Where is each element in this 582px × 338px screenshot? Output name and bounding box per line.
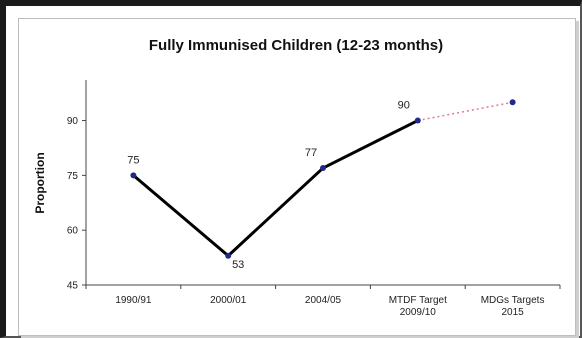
- x-tick-label: 1990/91: [115, 295, 152, 306]
- y-tick-label: 60: [67, 226, 79, 237]
- x-tick-label: 2004/05: [305, 295, 342, 306]
- y-axis-label: Proportion: [33, 152, 47, 213]
- x-tick-label-line: 2000/01: [210, 295, 247, 306]
- series-line-actual: [132, 119, 419, 258]
- x-tick-label: 2000/01: [210, 295, 247, 306]
- data-points: [130, 99, 516, 259]
- chart-title: Fully Immunised Children (12-23 months): [149, 37, 443, 54]
- data-point: [414, 117, 421, 124]
- x-tick-label-line: MDGs Targets: [481, 295, 545, 306]
- series-lines: [132, 101, 513, 258]
- data-point: [225, 252, 232, 259]
- data-label: 53: [232, 259, 244, 271]
- chart-area: [18, 18, 576, 336]
- x-tick-label: MDGs Targets 2015: [481, 295, 545, 318]
- data-point: [130, 172, 137, 179]
- data-point: [509, 99, 516, 106]
- x-tick-label-line: 2004/05: [305, 295, 342, 306]
- data-label: 77: [305, 147, 317, 159]
- data-point: [320, 165, 326, 172]
- x-tick-label-line: MTDF Target: [389, 295, 447, 306]
- x-tick-label-line: 1990/91: [115, 295, 152, 306]
- y-tick-label: 75: [67, 171, 79, 182]
- axes: 45 60 75 90 1990/91 2000/01 2004/05 MTDF Target…: [67, 80, 561, 318]
- y-tick-label: 45: [67, 281, 79, 292]
- data-labels: 75 53 77 90: [127, 100, 410, 271]
- data-label: 75: [127, 154, 139, 166]
- series-line-target: [417, 101, 513, 122]
- x-tick-label-line: 2009/10: [400, 307, 437, 318]
- data-label: 90: [398, 100, 410, 112]
- x-tick-label-line: 2015: [501, 307, 524, 318]
- y-tick-label: 90: [67, 116, 79, 127]
- x-tick-label: MTDF Target 2009/10: [389, 295, 447, 318]
